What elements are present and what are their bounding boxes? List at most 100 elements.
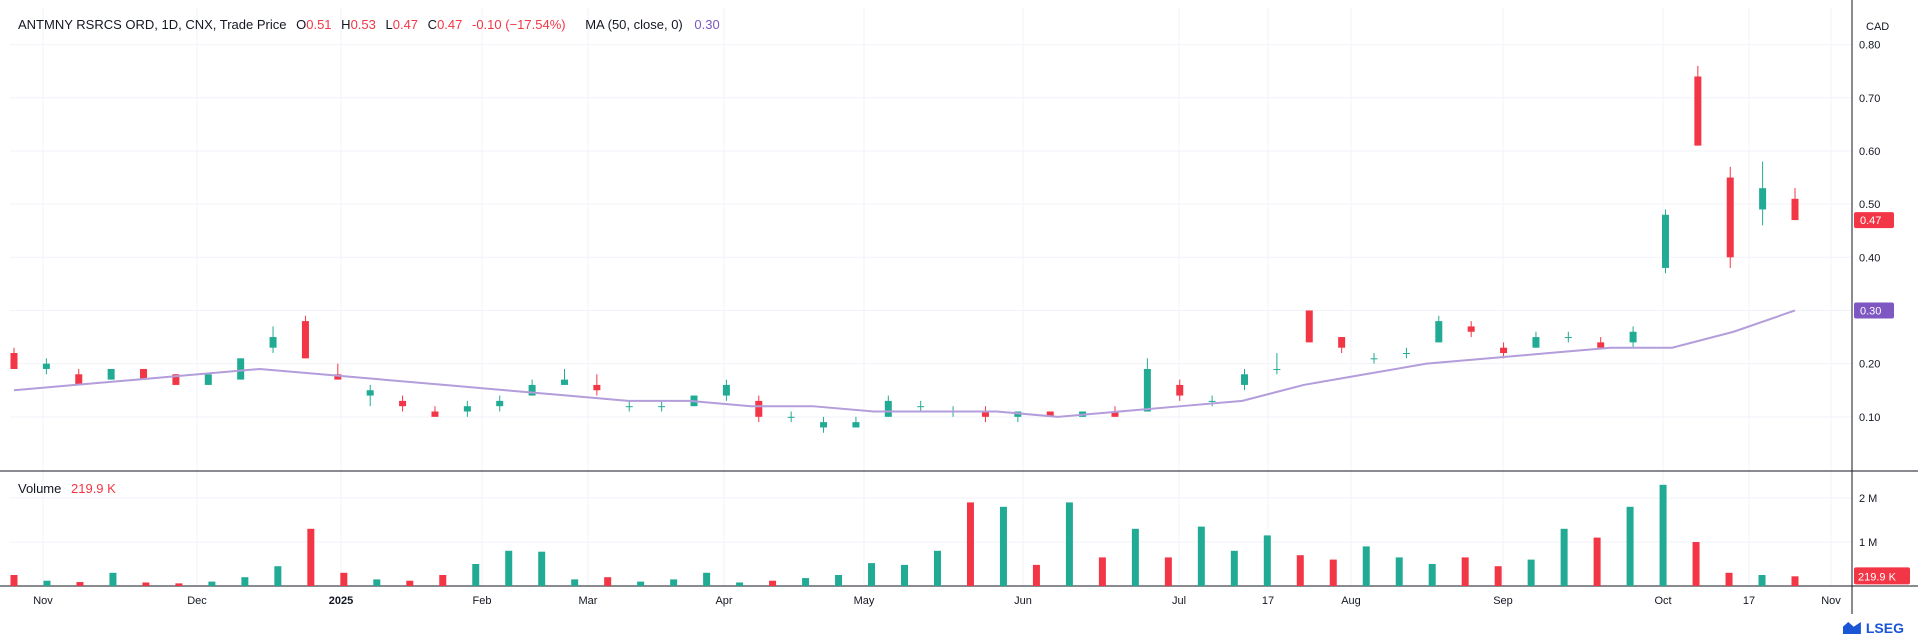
volume-bar	[505, 550, 513, 586]
candle-body	[1500, 347, 1508, 354]
candle	[269, 326, 277, 354]
volume-bar	[769, 580, 777, 586]
candle-body	[820, 422, 828, 428]
volume-bar	[868, 563, 876, 586]
ma-label: MA (50, close, 0)	[585, 17, 683, 32]
volume-bar	[241, 577, 249, 586]
close-label: C	[427, 17, 438, 32]
candle	[1402, 347, 1410, 359]
candle-body	[301, 321, 309, 359]
volume-bar	[373, 579, 381, 586]
volume-bar	[1131, 528, 1139, 586]
chart-legend: ANTMNY RSRCS ORD, 1D, CNX, Trade Price O…	[18, 17, 720, 32]
ma-price-tag-bg	[1854, 302, 1894, 319]
candle	[593, 374, 601, 396]
volume-bar	[571, 579, 579, 586]
candle-body	[1467, 326, 1475, 332]
candle-body	[722, 384, 730, 396]
volume-bar	[1593, 537, 1601, 586]
candle	[42, 358, 50, 375]
time-tick-label: Nov	[33, 595, 53, 607]
low-label: L	[385, 17, 393, 32]
candle-body	[107, 368, 115, 380]
high-label: H	[341, 17, 351, 32]
volume-tag-bg	[1854, 567, 1910, 585]
volume-bar	[406, 580, 414, 586]
candle-body	[593, 384, 601, 391]
volume-tag: 219.9 K	[1858, 571, 1897, 583]
volume-bar	[604, 577, 612, 586]
volume-bar	[538, 551, 546, 586]
candle-body	[1791, 198, 1799, 221]
candle	[204, 374, 212, 385]
time-tick-label: May	[854, 595, 875, 607]
time-tick-label: Mar	[579, 595, 598, 607]
lseg-text: LSEG	[1865, 620, 1904, 636]
candle-body	[172, 374, 180, 385]
candle	[852, 416, 860, 428]
candle	[301, 315, 309, 359]
time-tick-label: Sep	[1493, 595, 1513, 607]
volume-label: Volume	[18, 481, 62, 496]
change-value: -0.10 (−17.54%)	[472, 17, 566, 32]
candle-body	[755, 400, 763, 417]
candle-body	[140, 368, 148, 380]
candle-body	[981, 411, 989, 417]
candle-body	[917, 406, 925, 408]
volume-bar	[1692, 542, 1700, 586]
volume-bar	[472, 564, 480, 586]
candle	[560, 368, 568, 385]
time-tick-label: Apr	[715, 595, 732, 607]
volume-tick-label: 1 M	[1859, 537, 1877, 549]
volume-bar	[1395, 557, 1403, 586]
volume-bar	[966, 502, 974, 586]
volume-bar	[1362, 546, 1370, 586]
candle	[1759, 161, 1767, 226]
volume-bar	[109, 572, 117, 586]
open-value: 0.51	[306, 17, 332, 32]
candle	[1305, 310, 1313, 343]
currency-label: CAD	[1866, 21, 1889, 33]
candle	[625, 400, 633, 412]
volume-bar	[1428, 564, 1436, 586]
volume-bar	[43, 580, 51, 586]
lseg-logo[interactable]: LSEG	[1842, 620, 1904, 636]
candle-body	[204, 374, 212, 385]
symbol-label: ANTMNY RSRCS ORD, 1D, CNX, Trade Price	[18, 17, 287, 32]
time-tick-label: Nov	[1821, 595, 1841, 607]
candle	[1143, 358, 1151, 412]
candle	[755, 395, 763, 423]
volume-bar	[703, 572, 711, 586]
time-tick-label: Jul	[1172, 595, 1186, 607]
candle	[722, 379, 730, 401]
candle	[1532, 331, 1540, 348]
candle	[1176, 379, 1184, 401]
volume-value: 219.9 K	[71, 481, 116, 496]
candle	[334, 363, 342, 380]
candle-body	[1726, 177, 1734, 258]
candle-body	[1402, 353, 1410, 355]
volume-bar	[439, 575, 447, 586]
volume-bar	[999, 506, 1007, 586]
price-tick-label: 0.50	[1859, 199, 1880, 211]
last-price-tag-bg	[1854, 212, 1894, 229]
candle	[237, 358, 245, 380]
price-tick-label: 0.70	[1859, 93, 1880, 105]
candle	[1661, 209, 1669, 274]
candle	[431, 406, 439, 417]
candle	[1791, 188, 1799, 221]
candle	[1435, 315, 1443, 343]
price-tick-label: 0.40	[1859, 252, 1880, 264]
volume-legend: Volume 219.9 K	[18, 481, 116, 496]
volume-bar	[1791, 576, 1799, 586]
time-tick-label: Jun	[1014, 595, 1032, 607]
volume-bar	[835, 575, 843, 586]
volume-bar	[340, 572, 348, 586]
candle-body	[1143, 368, 1151, 412]
candle-body	[1241, 374, 1249, 385]
candle-body	[852, 422, 860, 428]
candle-body	[75, 374, 83, 385]
price-tick-label: 0.10	[1859, 412, 1880, 424]
price-tick-label: 0.20	[1859, 359, 1880, 371]
